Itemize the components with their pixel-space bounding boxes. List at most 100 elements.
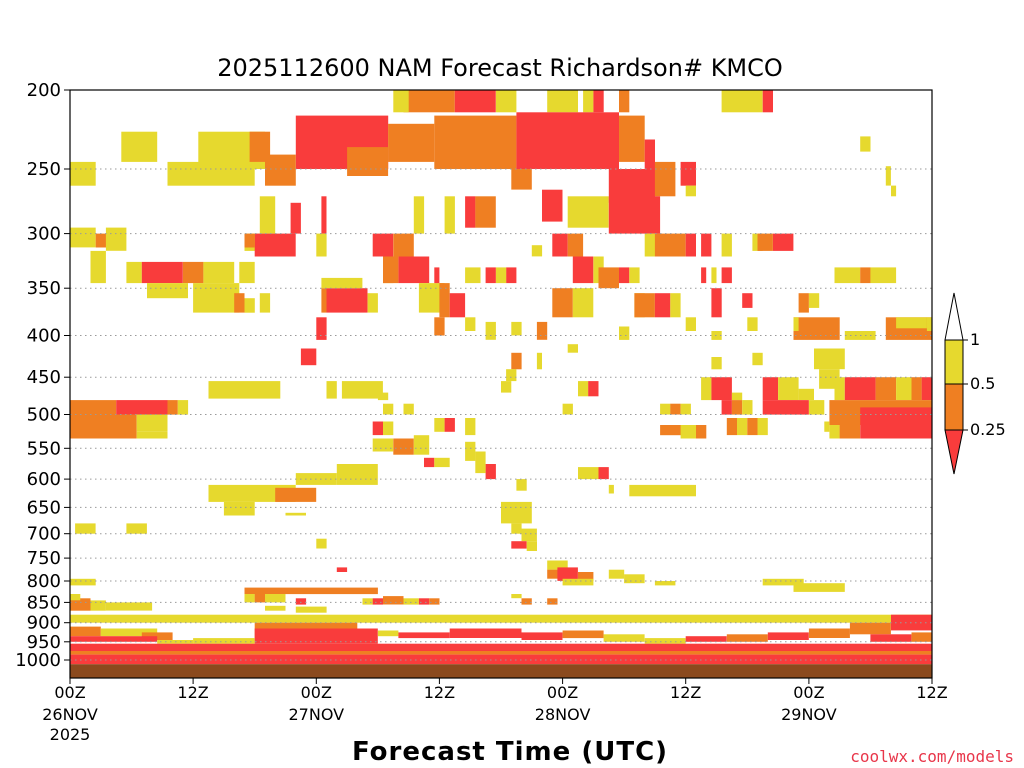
legend-swatch bbox=[944, 339, 964, 385]
ri-cell bbox=[418, 598, 430, 605]
ri-cell bbox=[685, 185, 696, 197]
ri-cell bbox=[747, 317, 758, 331]
y-tick-label: 600 bbox=[27, 469, 61, 490]
ri-cell bbox=[393, 438, 414, 455]
ri-cell bbox=[608, 569, 625, 579]
legend-arrow-bottom bbox=[944, 429, 964, 475]
ri-cell bbox=[511, 523, 522, 534]
ri-cell bbox=[521, 632, 563, 640]
ri-cell bbox=[147, 283, 188, 299]
ri-cell bbox=[654, 581, 676, 586]
ri-cell bbox=[767, 632, 809, 640]
ri-cell bbox=[465, 441, 476, 461]
ri-cell bbox=[475, 196, 496, 228]
ri-cell bbox=[567, 233, 584, 257]
ri-cell bbox=[752, 352, 763, 366]
ri-cell bbox=[244, 298, 255, 313]
ri-cell bbox=[126, 523, 147, 534]
ri-cell bbox=[521, 528, 537, 542]
ri-cell bbox=[398, 632, 450, 639]
ri-cell bbox=[341, 381, 383, 399]
x-tick-date: 26NOV bbox=[42, 705, 98, 724]
ri-cell bbox=[388, 123, 435, 162]
ri-cell bbox=[70, 614, 932, 623]
ri-cell bbox=[449, 293, 466, 318]
ri-cell bbox=[798, 293, 809, 313]
ri-cell bbox=[721, 267, 732, 284]
ri-cell bbox=[860, 407, 932, 439]
ri-cell bbox=[265, 594, 286, 603]
ri-cell bbox=[660, 403, 671, 415]
ri-cell bbox=[660, 425, 686, 436]
ri-cell bbox=[860, 267, 871, 284]
y-tick-label: 450 bbox=[27, 367, 61, 388]
data-layer bbox=[70, 90, 932, 678]
ri-cell bbox=[644, 233, 655, 257]
ri-cell bbox=[731, 392, 743, 401]
ri-cell bbox=[485, 321, 496, 340]
x-tick-label: 12Z bbox=[424, 683, 455, 702]
ri-cell bbox=[629, 484, 696, 497]
ri-cell bbox=[141, 261, 183, 284]
ri-cell bbox=[608, 484, 614, 494]
y-tick-label: 850 bbox=[27, 592, 61, 613]
credit-text: coolwx.com/models bbox=[850, 747, 1014, 766]
ri-cell bbox=[567, 344, 578, 353]
ri-cell bbox=[182, 261, 204, 284]
ri-cell bbox=[321, 277, 363, 289]
y-tick-label: 400 bbox=[27, 326, 61, 347]
ri-cell bbox=[259, 196, 276, 234]
ri-cell bbox=[578, 467, 599, 480]
ri-cell bbox=[259, 293, 271, 313]
ri-cell bbox=[413, 435, 430, 455]
ri-cell bbox=[511, 541, 527, 549]
ri-cell bbox=[711, 288, 722, 318]
ri-cell bbox=[321, 288, 327, 313]
ri-cell bbox=[372, 438, 394, 452]
ri-cell bbox=[762, 400, 809, 415]
ri-cell bbox=[465, 317, 476, 331]
ri-cell bbox=[193, 283, 240, 313]
ri-cell bbox=[506, 267, 517, 284]
ri-cell bbox=[434, 115, 517, 169]
ri-cell bbox=[434, 317, 445, 336]
ri-cell bbox=[757, 418, 768, 436]
ri-cell bbox=[762, 578, 804, 586]
ri-cell bbox=[403, 598, 419, 605]
y-tick-label: 950 bbox=[27, 632, 61, 653]
ri-cell bbox=[501, 501, 532, 524]
ri-cell bbox=[578, 572, 594, 581]
ri-cell bbox=[336, 567, 348, 572]
ri-cell bbox=[193, 638, 255, 644]
ri-cell bbox=[393, 90, 409, 113]
ri-cell bbox=[685, 636, 727, 642]
ri-cell bbox=[619, 267, 630, 284]
ri-cell bbox=[762, 377, 779, 401]
ri-cell bbox=[383, 256, 399, 284]
ri-cell bbox=[465, 196, 476, 228]
ri-cell bbox=[654, 293, 671, 318]
ri-cell bbox=[603, 634, 645, 642]
ri-cell bbox=[244, 587, 378, 595]
ri-cell bbox=[829, 425, 840, 439]
ri-cell bbox=[254, 594, 265, 603]
ri-cell bbox=[105, 602, 153, 611]
y-tick-label: 550 bbox=[27, 438, 61, 459]
ri-cell bbox=[336, 464, 378, 485]
ri-cell bbox=[413, 196, 425, 234]
ri-cell bbox=[167, 161, 255, 186]
ri-cell bbox=[598, 467, 609, 480]
x-tick-date: 29NOV bbox=[781, 705, 837, 724]
ri-cell bbox=[891, 614, 932, 631]
ri-cell bbox=[731, 400, 743, 415]
legend-swatch bbox=[944, 383, 964, 431]
ri-cell bbox=[511, 169, 532, 190]
ri-cell bbox=[567, 196, 609, 228]
ri-cell bbox=[619, 115, 645, 162]
ri-cell bbox=[644, 638, 686, 644]
ri-cell bbox=[70, 414, 137, 439]
ri-cell bbox=[849, 622, 891, 635]
ri-cell bbox=[670, 403, 681, 415]
legend-arrow-top bbox=[944, 292, 964, 341]
